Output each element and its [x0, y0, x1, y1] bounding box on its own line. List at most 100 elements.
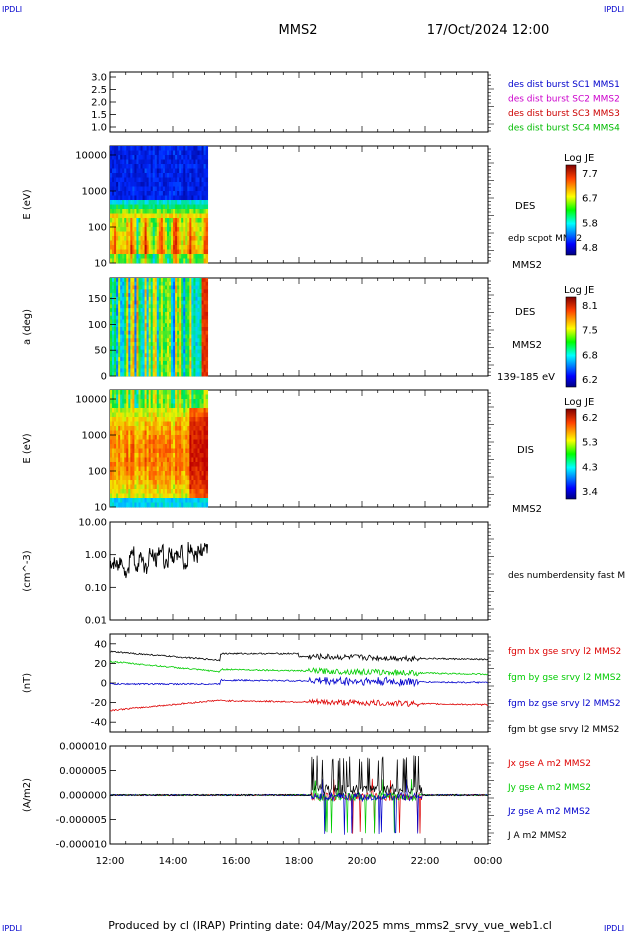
- spectrogram-cell: [126, 345, 129, 351]
- spectrogram-cell: [187, 285, 190, 290]
- spectrogram-cell: [138, 231, 141, 237]
- spectrogram-cell: [160, 390, 164, 395]
- spectrogram-cell: [169, 412, 172, 418]
- spectrogram-cell: [189, 372, 192, 377]
- spectrogram-cell: [118, 394, 121, 400]
- spectrogram-cell: [116, 289, 119, 294]
- spectrogram-cell: [181, 453, 184, 458]
- legend-entry: fgm bt gse srvy l2 MMS2: [508, 725, 619, 735]
- spectrogram-cell: [201, 209, 204, 214]
- spectrogram-cell: [181, 417, 184, 422]
- spectrogram-cell: [134, 209, 137, 214]
- spectrogram-cell: [120, 421, 123, 427]
- spectrogram-cell: [173, 475, 176, 481]
- spectrogram-cell: [189, 466, 192, 472]
- spectrogram-cell: [118, 182, 121, 187]
- spectrogram-cell: [175, 249, 178, 255]
- spectrogram-cell: [134, 399, 137, 404]
- spectrogram-cell: [187, 502, 190, 508]
- spectrogram-cell: [201, 448, 204, 454]
- spectrogram-cell: [152, 360, 156, 366]
- spectrogram-cell: [112, 231, 115, 237]
- spectrogram-cell: [193, 399, 196, 404]
- spectrogram-cell: [179, 448, 182, 454]
- spectrogram-cell: [144, 439, 148, 445]
- spectrogram-cell: [136, 466, 139, 472]
- spectrogram-cell: [134, 484, 137, 490]
- spectrogram-cell: [203, 342, 207, 347]
- spectrogram-cell: [136, 191, 139, 196]
- spectrogram-cell: [173, 281, 176, 286]
- spectrogram-cell: [173, 489, 176, 494]
- spectrogram-cell: [138, 195, 141, 201]
- spectrogram-cell: [134, 311, 137, 317]
- spectrogram-cell: [166, 227, 170, 232]
- spectrogram-cell: [162, 444, 166, 449]
- spectrogram-cell: [173, 182, 176, 187]
- spectrogram-cell: [197, 435, 200, 440]
- spectrogram-cell: [181, 457, 184, 463]
- spectrogram-cell: [154, 308, 158, 313]
- spectrogram-cell: [128, 281, 131, 286]
- spectrogram-cell: [144, 222, 148, 228]
- spectrogram-cell: [140, 315, 143, 320]
- spectrogram-cell: [203, 182, 207, 187]
- spectrogram-cell: [112, 200, 115, 205]
- spectrogram-cell: [199, 399, 202, 404]
- time-tick-label: 22:00: [411, 856, 440, 867]
- spectrogram-cell: [150, 240, 154, 246]
- spectrogram-cell: [126, 213, 129, 219]
- spectrogram-cell: [197, 304, 200, 309]
- spectrogram-cell: [205, 159, 209, 165]
- spectrogram-cell: [134, 353, 137, 358]
- spectrogram-cell: [136, 209, 139, 214]
- spectrogram-cell: [138, 453, 141, 458]
- spectrogram-cell: [124, 498, 127, 503]
- spectrogram-cell: [169, 289, 172, 294]
- spectrogram-cell: [191, 448, 194, 454]
- spectrogram-cell: [179, 360, 182, 366]
- spectrogram-cell: [112, 227, 115, 232]
- spectrogram-cell: [152, 231, 156, 237]
- spectrogram-cell: [122, 173, 125, 178]
- spectrogram-cell: [203, 453, 207, 458]
- spectrogram-cell: [195, 390, 198, 395]
- spectrogram-cell: [138, 480, 141, 485]
- spectrogram-cell: [116, 281, 119, 286]
- spectrogram-cell: [136, 285, 139, 290]
- spectrogram-cell: [116, 285, 119, 290]
- spectrogram-cell: [136, 155, 139, 160]
- spectrogram-cell: [140, 498, 143, 503]
- spectrogram-cell: [144, 315, 148, 320]
- spectrogram-cell: [175, 412, 178, 418]
- spectrogram: [110, 146, 209, 264]
- spectrogram-cell: [158, 435, 162, 440]
- spectrogram-cell: [203, 204, 207, 210]
- energy-range-label: 139-185 eV: [497, 372, 555, 383]
- spectrogram-cell: [124, 399, 127, 404]
- spectrogram-cell: [128, 338, 131, 343]
- spectrogram-cell: [132, 345, 135, 351]
- spectrogram-cell: [130, 155, 133, 160]
- spectrogram-cell: [189, 338, 192, 343]
- spectrogram-cell: [142, 177, 145, 183]
- spectrogram-cell: [150, 421, 154, 427]
- spectrogram-cell: [152, 394, 156, 400]
- spectrogram-cell: [148, 364, 152, 369]
- spectrogram-cell: [136, 249, 139, 255]
- spectrogram-cell: [183, 345, 186, 351]
- spectrogram-cell: [130, 222, 133, 228]
- spectrogram-cell: [173, 435, 176, 440]
- spectrogram-cell: [146, 412, 150, 418]
- spectrogram-cell: [195, 430, 198, 436]
- spectrogram-cell: [124, 403, 127, 409]
- spectrogram-cell: [134, 168, 137, 174]
- spectrogram-cell: [162, 155, 166, 160]
- spectrogram-cell: [185, 360, 188, 366]
- spectrogram-cell: [122, 390, 125, 395]
- spectrogram-cell: [112, 360, 115, 366]
- spectrogram-cell: [148, 408, 152, 413]
- spectrogram-cell: [114, 155, 117, 160]
- spectrogram-cell: [197, 213, 200, 219]
- spectrogram-cell: [122, 364, 125, 369]
